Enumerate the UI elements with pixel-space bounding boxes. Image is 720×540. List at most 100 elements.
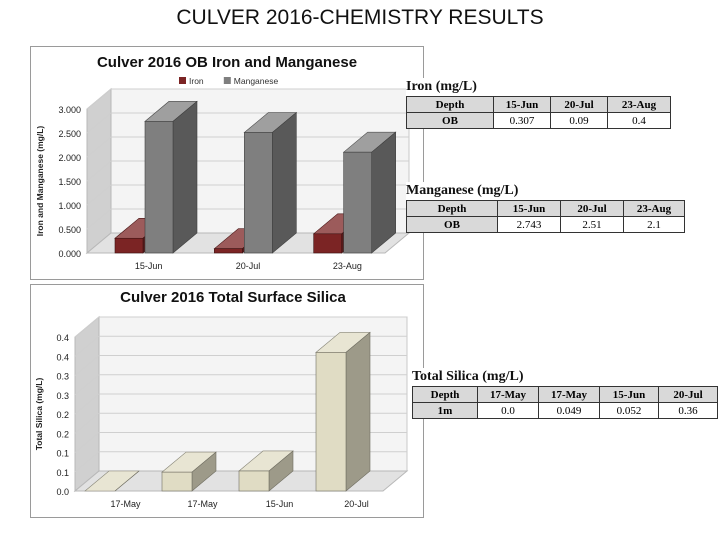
gridline: [86, 112, 112, 134]
gridline: [74, 432, 100, 453]
x-tick-label: 17-May: [187, 499, 218, 509]
bar: [313, 233, 342, 254]
y-tick-label: 1.500: [58, 177, 81, 187]
table-header-cell: Depth: [412, 386, 478, 403]
table-header-cell: 15-Jun: [599, 386, 659, 403]
gridline: [74, 335, 100, 357]
table-header-cell: 20-Jul: [658, 386, 718, 403]
silica-table: Depth 17-May 17-May 15-Jun 20-Jul 1m 0.0…: [412, 386, 718, 419]
iron-manganese-chart-panel: Culver 2016 OB Iron and Manganese 0.000 0.…: [30, 46, 424, 280]
gridline: [74, 451, 100, 473]
table-header-row: Depth 15-Jun 20-Jul 23-Aug: [406, 96, 671, 113]
gridline: [74, 412, 100, 434]
table-cell: 1m: [412, 402, 478, 419]
bar-side: [172, 100, 198, 254]
slide-title: CULVER 2016-CHEMISTRY RESULTS: [176, 6, 544, 29]
y-tick-label: 3.000: [58, 105, 81, 115]
table-cell: 0.09: [550, 112, 608, 129]
bar: [238, 470, 270, 492]
bar-side: [371, 131, 396, 254]
iron-table-block: Iron (mg/L) Depth 15-Jun 20-Jul 23-Aug O…: [406, 78, 671, 129]
gridline: [86, 136, 112, 158]
y-tick-label: 0.3: [56, 391, 69, 401]
x-tick-label: 20-Jul: [344, 499, 369, 509]
y-tick-label: 0.3: [56, 372, 69, 382]
table-header-cell: Depth: [406, 96, 494, 113]
bar: [343, 151, 372, 254]
bar: [315, 352, 347, 492]
table-cell: 0.0: [477, 402, 539, 419]
y-axis-label: Iron and Manganese (mg/L): [35, 126, 45, 237]
gridline: [86, 88, 112, 110]
x-tick-label: 20-Jul: [236, 261, 261, 271]
iron-table-title: Iron (mg/L): [406, 79, 477, 94]
bar: [214, 248, 243, 254]
y-tick-label: 0.2: [56, 410, 69, 420]
y-tick-label: 0.0: [56, 487, 69, 497]
silica-chart: Culver 2016 Total Surface Silica 0.0 0.1 0.…: [34, 289, 409, 509]
table-header-cell: 20-Jul: [550, 96, 608, 113]
table-row: OB 0.307 0.09 0.4: [406, 112, 671, 129]
silica-table-block: Total Silica (mg/L) Depth 17-May 17-May …: [412, 368, 718, 419]
y-tick-label: 0.4: [56, 352, 69, 362]
table-row: 1m 0.0 0.049 0.052 0.36: [412, 402, 718, 419]
gridline: [74, 355, 100, 376]
table-cell: 0.36: [658, 402, 718, 419]
gridline: [74, 393, 100, 415]
x-tick-label: 15-Jun: [266, 499, 294, 509]
table-cell: 0.052: [599, 402, 659, 419]
y-tick-label: 0.2: [56, 429, 69, 439]
gridline: [74, 374, 100, 396]
table-header-row: Depth 15-Jun 20-Jul 23-Aug: [406, 200, 685, 217]
manganese-table: Depth 15-Jun 20-Jul 23-Aug OB 2.743 2.51…: [406, 200, 685, 233]
table-header-cell: 15-Jun: [493, 96, 551, 113]
y-tick-label: 2.500: [58, 129, 81, 139]
table-header-cell: Depth: [406, 200, 498, 217]
bar-side: [114, 470, 140, 492]
chart-title: Culver 2016 Total Surface Silica: [120, 289, 346, 306]
table-cell: 2.51: [560, 216, 624, 233]
bar-side: [345, 331, 371, 492]
table-header-cell: 20-Jul: [560, 200, 624, 217]
table-header-cell: 23-Aug: [607, 96, 671, 113]
table-header-cell: 23-Aug: [623, 200, 685, 217]
silica-table-title: Total Silica (mg/L): [412, 369, 524, 384]
bar: [114, 237, 144, 254]
gridline: [86, 160, 112, 182]
x-tick-label: 15-Jun: [135, 261, 163, 271]
y-tick-label: 2.000: [58, 153, 81, 163]
manganese-table-title: Manganese (mg/L): [406, 183, 519, 198]
y-axis-label: Total Silica (mg/L): [34, 378, 44, 451]
silica-chart-panel: Culver 2016 Total Surface Silica 0.0 0.1 0.…: [30, 284, 424, 518]
table-cell: 0.307: [493, 112, 551, 129]
legend-swatch: [223, 77, 231, 84]
y-tick-label: 1.000: [58, 201, 81, 211]
gridline: [86, 208, 112, 230]
y-tick-label: 0.000: [58, 249, 81, 259]
table-header-cell: 15-Jun: [497, 200, 561, 217]
table-cell: 0.049: [538, 402, 600, 419]
bar: [244, 132, 273, 254]
y-tick-label: 0.1: [56, 449, 69, 459]
manganese-table-block: Manganese (mg/L) Depth 15-Jun 20-Jul 23-…: [406, 182, 685, 233]
legend-label: Iron: [189, 76, 204, 86]
table-cell: 2.1: [623, 216, 685, 233]
y-tick-label: 0.1: [56, 468, 69, 478]
bar: [161, 471, 193, 492]
legend-label: Manganese: [234, 76, 279, 86]
gridline: [74, 316, 100, 338]
iron-manganese-chart: Culver 2016 OB Iron and Manganese 0.000 0.…: [35, 54, 411, 271]
bar-side: [272, 111, 297, 254]
legend-swatch: [179, 77, 186, 84]
y-tick-label: 0.500: [58, 225, 81, 235]
table-header-cell: 17-May: [538, 386, 600, 403]
table-header-row: Depth 17-May 17-May 15-Jun 20-Jul: [412, 386, 718, 403]
x-tick-label: 23-Aug: [333, 261, 362, 271]
x-tick-label: 17-May: [110, 499, 141, 509]
table-header-cell: 17-May: [477, 386, 539, 403]
iron-table: Depth 15-Jun 20-Jul 23-Aug OB 0.307 0.09…: [406, 96, 671, 129]
table-cell: OB: [406, 216, 498, 233]
bar: [144, 121, 174, 254]
table-row: OB 2.743 2.51 2.1: [406, 216, 685, 233]
y-tick-label: 0.4: [56, 333, 69, 343]
